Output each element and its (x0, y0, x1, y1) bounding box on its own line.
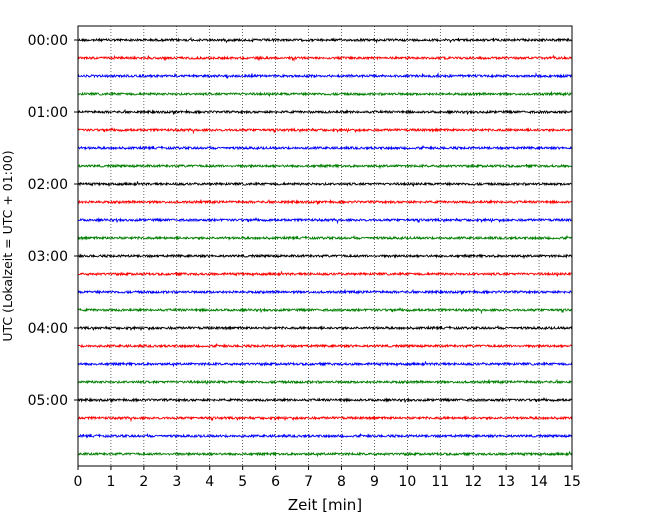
x-tick-label: 5 (238, 474, 247, 490)
grid-lines (110, 26, 540, 466)
plot-area (78, 26, 572, 466)
x-tick-label: 14 (530, 474, 548, 490)
x-tick-label: 11 (431, 474, 449, 490)
x-tick-label: 9 (370, 474, 379, 490)
trace-line (77, 415, 573, 423)
x-tick-label: 4 (205, 474, 214, 490)
trace-line (77, 433, 573, 439)
trace-line (77, 36, 573, 44)
trace-line (77, 343, 573, 349)
trace-line (77, 451, 573, 458)
seismic-traces (77, 36, 573, 458)
x-tick-label: 12 (464, 474, 482, 490)
plot-frame (77, 25, 573, 467)
trace-line (77, 108, 573, 116)
x-tick-label: 15 (563, 474, 581, 490)
y-tick-label: 03:00 (28, 249, 68, 265)
trace-line (77, 163, 573, 170)
trace-line (77, 306, 573, 315)
y-tick-label: 00:00 (28, 33, 68, 49)
x-tick-label: 3 (172, 474, 181, 490)
trace-line (77, 91, 573, 98)
y-axis-label: UTC (Lokalzeit = UTC + 01:00) (0, 150, 15, 341)
x-tick-label: 7 (304, 474, 313, 490)
x-axis-label: Zeit [min] (288, 496, 362, 514)
trace-line (77, 198, 573, 206)
trace-line (77, 325, 573, 332)
x-tick-label: 1 (106, 474, 115, 490)
trace-line (77, 71, 573, 79)
trace-line (77, 253, 573, 260)
trace-line (77, 396, 573, 404)
x-tick-label: 10 (398, 474, 416, 490)
y-tick-label: 05:00 (28, 393, 68, 409)
trace-line (77, 145, 572, 151)
x-tick-label: 8 (337, 474, 346, 490)
trace-line (77, 361, 573, 368)
trace-line (77, 271, 573, 278)
y-axis-ticks: 00:00 01:00 02:00 03:00 04:00 05:00 (28, 33, 78, 409)
trace-line (77, 181, 573, 188)
trace-line (77, 288, 573, 296)
x-tick-label: 6 (271, 474, 280, 490)
trace-line (77, 126, 573, 135)
y-tick-label: 04:00 (28, 321, 68, 337)
x-tick-label: 2 (139, 474, 148, 490)
trace-line (77, 235, 573, 241)
x-tick-label: 0 (74, 474, 83, 490)
trace-line (77, 216, 573, 225)
x-tick-label: 13 (497, 474, 515, 490)
y-tick-label: 01:00 (28, 105, 68, 121)
trace-line (77, 378, 573, 386)
trace-line (77, 54, 573, 62)
y-tick-label: 02:00 (28, 177, 68, 193)
x-axis-ticks: 0 1 2 3 4 5 6 7 8 9 10 11 12 13 14 15 (74, 466, 581, 490)
